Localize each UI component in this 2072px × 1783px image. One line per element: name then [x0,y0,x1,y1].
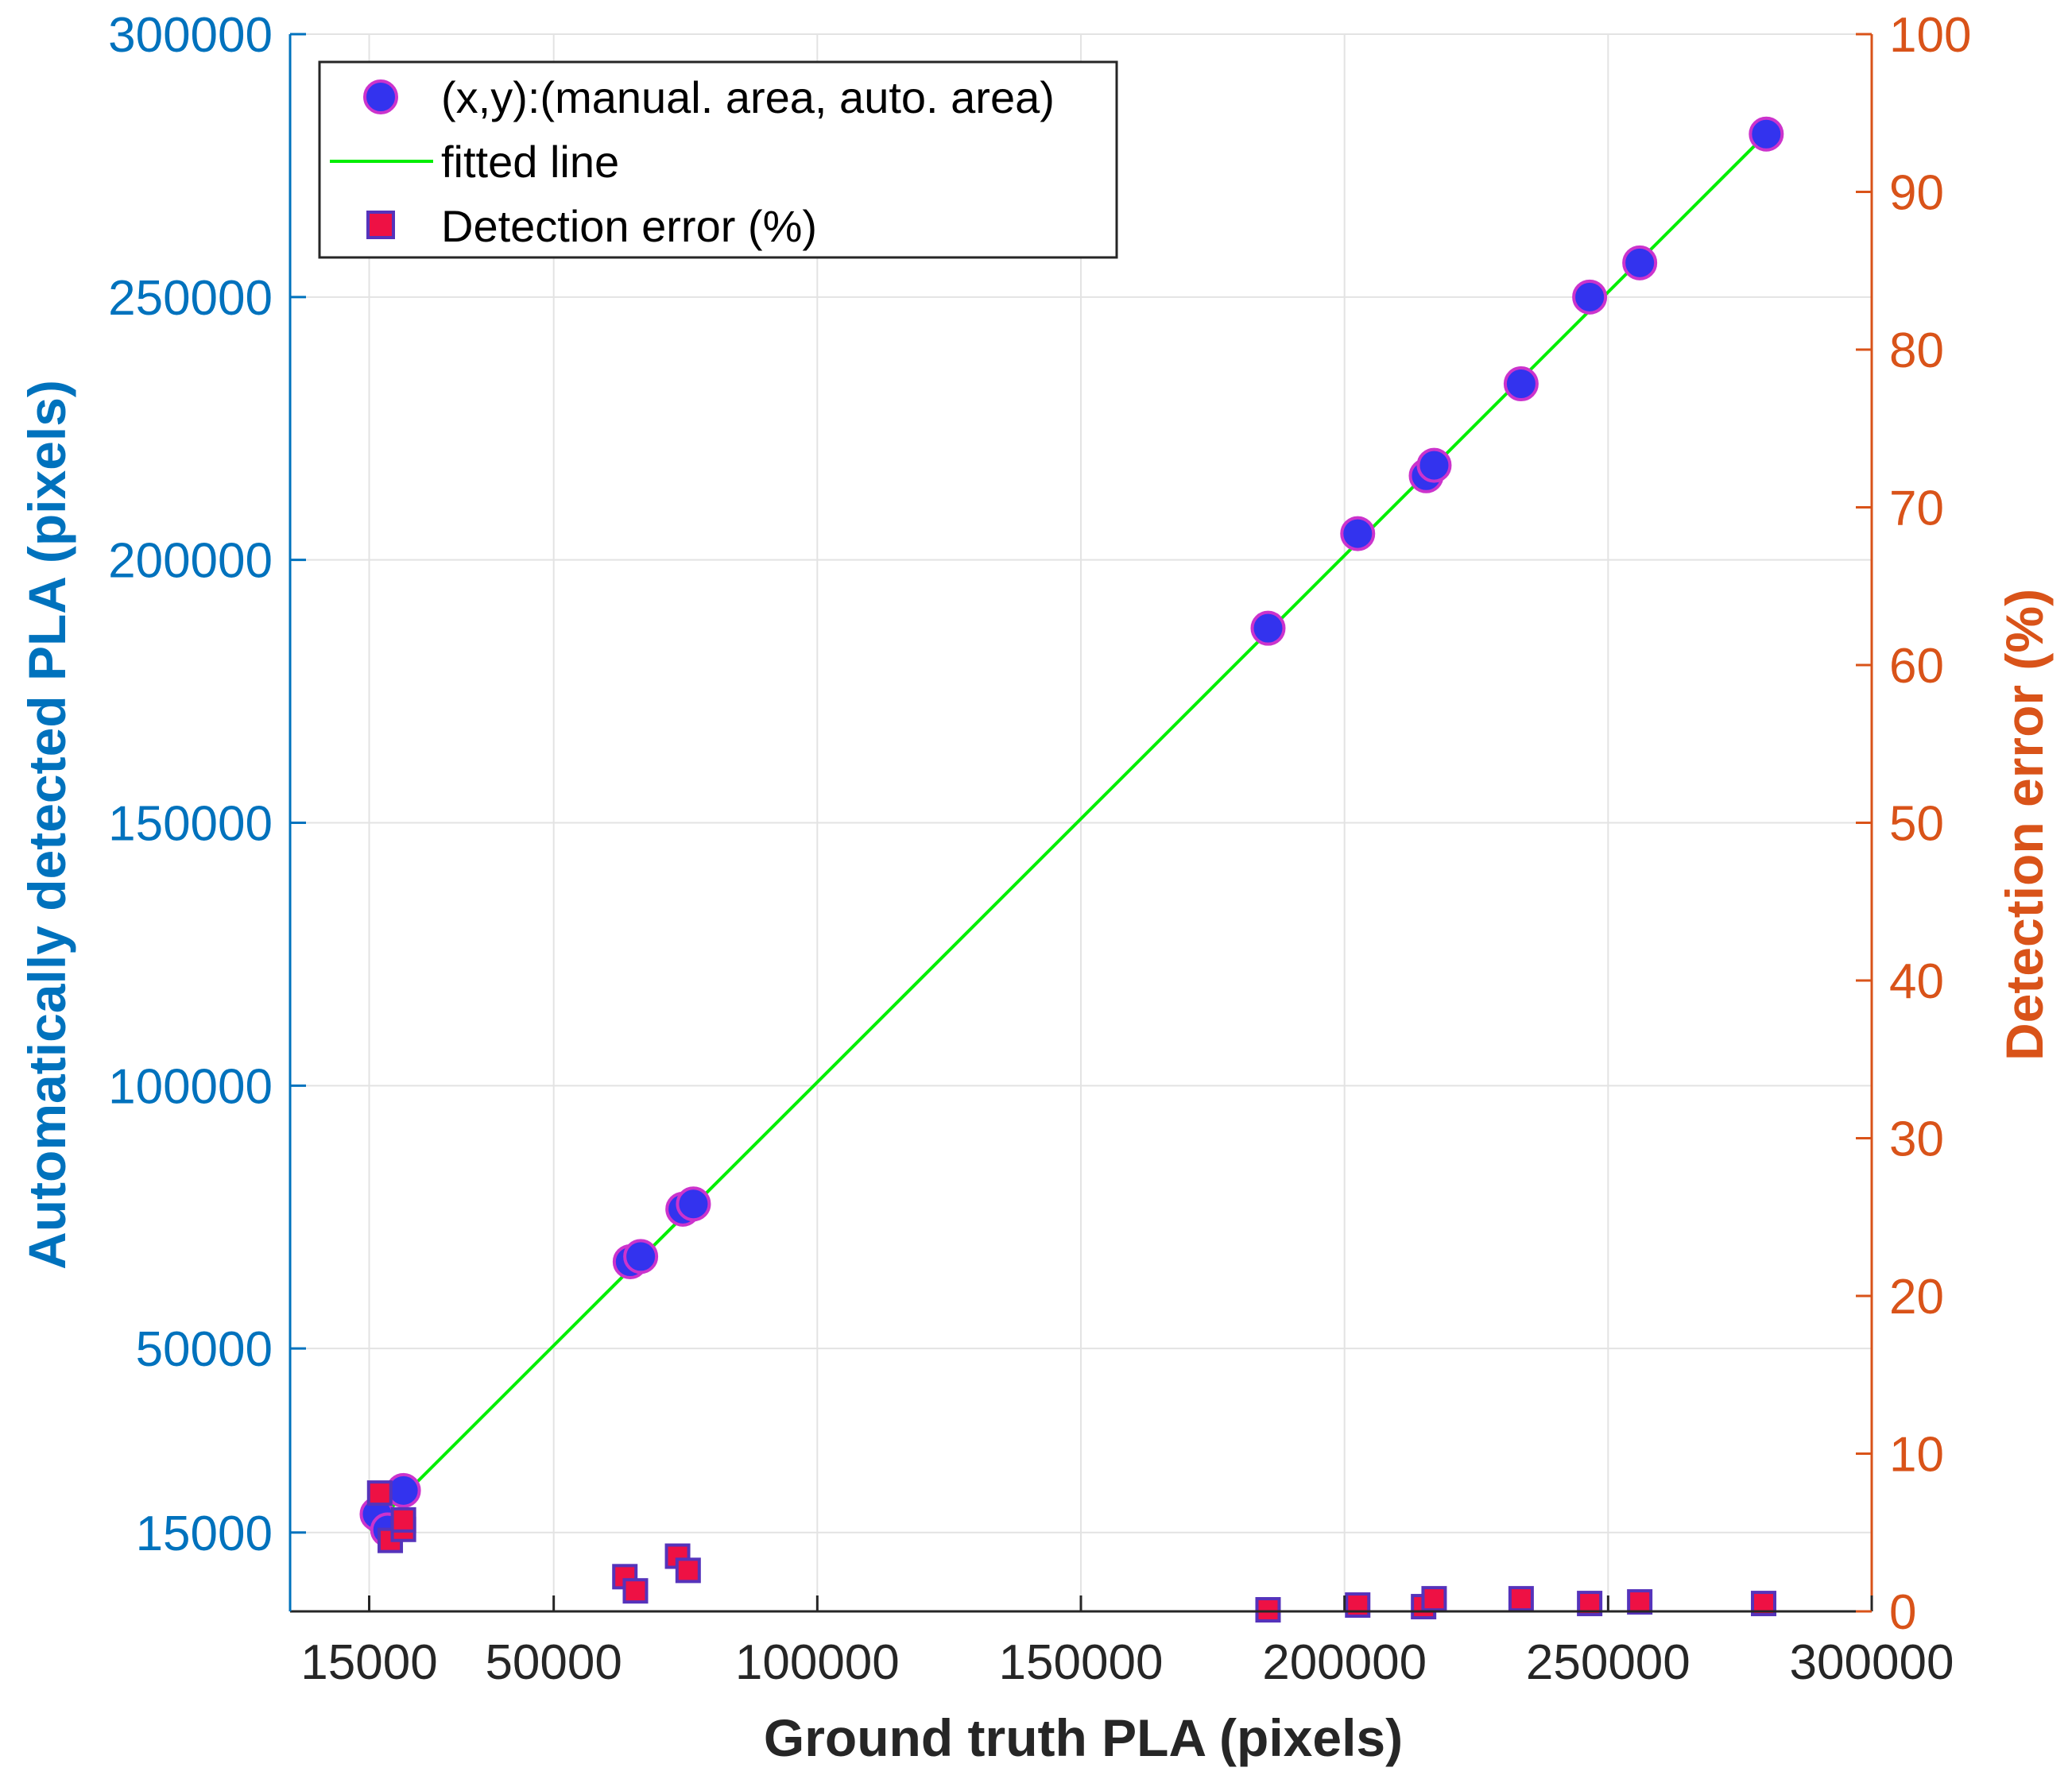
y-right-tick-label-0: 0 [1889,1585,1916,1640]
y-right-tick-label-8: 80 [1889,323,1944,378]
scatter-point-14 [1749,116,1784,152]
y-axis-left-label: Automatically detected PLA (pixels) [17,380,76,1270]
legend-label-error: Detection error (%) [441,201,817,251]
x-tick-label-6: 300000 [1790,1635,1954,1690]
y-left-tick-label-4: 200000 [108,534,273,589]
error-point-8 [1255,1597,1281,1623]
scatter-point-4 [623,1239,659,1274]
scatter-point-6 [676,1186,711,1222]
y-left-tick-label-6: 300000 [108,8,273,63]
x-tick-label-0: 15000 [300,1635,437,1690]
legend-label-fit: fitted line [441,137,619,187]
y-right-tick-label-7: 70 [1889,482,1944,536]
x-axis-label: Ground truth PLA (pixels) [764,1708,1403,1767]
x-tick-label-1: 50000 [485,1635,622,1690]
x-tick-label-4: 200000 [1262,1635,1427,1690]
legend-box [318,60,1118,259]
tick-labels: 15000 50000 100000 150000 200000 250000 300000… [108,8,1971,1690]
error-point-9 [1345,1592,1371,1619]
y-right-tick-label-9: 90 [1889,166,1944,221]
x-tick-label-5: 250000 [1526,1635,1691,1690]
y-left-tick-label-3: 150000 [108,797,273,852]
error-point-0 [366,1480,393,1506]
error-point-14 [1627,1589,1653,1615]
scatter-point-10 [1416,447,1452,483]
scatter-point-7 [1250,610,1286,646]
y-right-tick-label-1: 10 [1889,1428,1944,1483]
scatter-point-8 [1340,516,1376,551]
fitted-line-layer [368,133,1768,1531]
y-right-tick-label-4: 40 [1889,954,1944,1009]
y-left-tick-label-1: 50000 [136,1322,273,1377]
x-tick-label-2: 100000 [735,1635,900,1690]
y-right-tick-label-2: 20 [1889,1270,1944,1325]
grid [290,33,1873,1611]
scatter-point-13 [1622,245,1658,280]
y-axis-right-label: Detection error (%) [1995,589,2054,1061]
scatter-point-12 [1572,279,1608,315]
legend: (x,y):(manual. area, auto. area) fitted … [318,60,1118,259]
legend-label-scatter: (x,y):(manual. area, auto. area) [441,72,1055,122]
legend-circle-marker [363,79,398,114]
y-left-tick-label-2: 100000 [108,1059,273,1114]
error-point-7 [675,1557,701,1584]
axes [289,33,1873,1613]
scatter-point-11 [1503,366,1539,402]
y-right-tick-label-3: 30 [1889,1112,1944,1167]
x-tick-label-3: 150000 [999,1635,1164,1690]
legend-square-marker [366,211,395,239]
error-point-5 [622,1578,649,1604]
error-point-11 [1421,1586,1447,1612]
error-point-12 [1508,1586,1534,1612]
y-right-tick-label-10: 100 [1889,8,1971,63]
y-right-tick-label-5: 50 [1889,797,1944,852]
error-point-3 [390,1506,416,1533]
y-right-tick-label-6: 60 [1889,639,1944,694]
y-left-tick-label-0: 15000 [136,1506,273,1561]
y-left-tick-label-5: 250000 [108,271,273,326]
fitted-line [368,133,1768,1531]
